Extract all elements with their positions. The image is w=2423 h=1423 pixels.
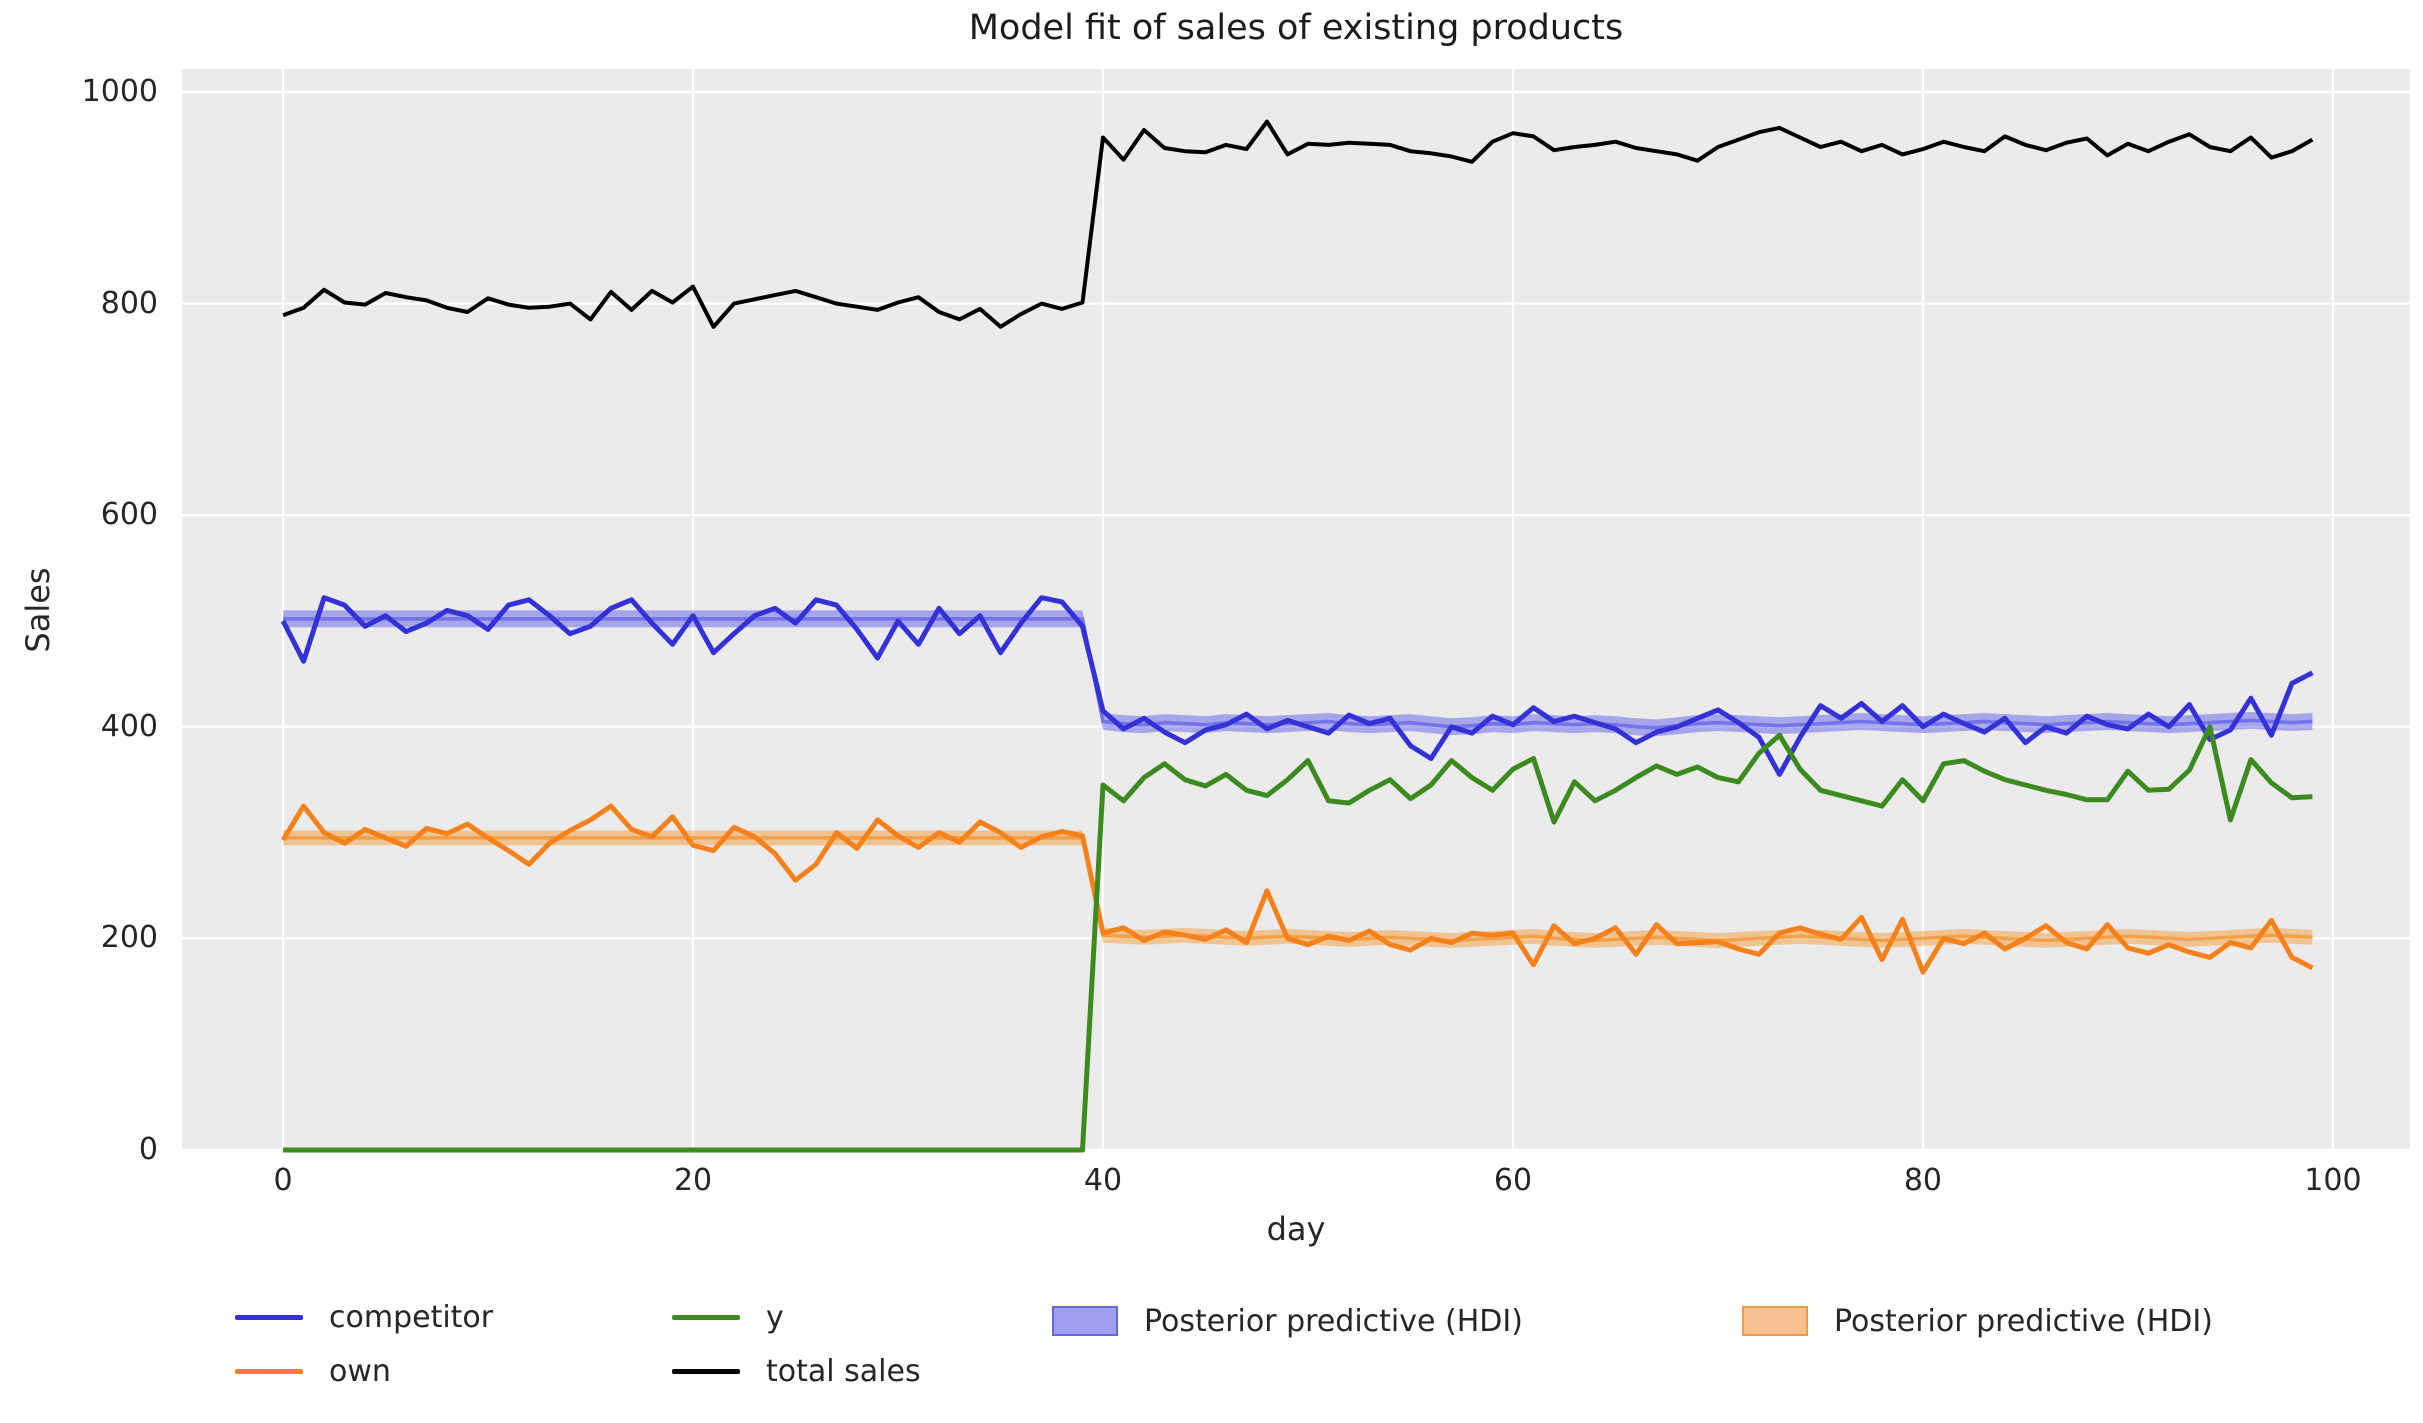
legend-item-total-sales: total sales	[672, 1351, 921, 1391]
series-total-sales-line	[282, 119, 2314, 329]
posterior-predictive-hdi-competitor-mean-line	[283, 617, 2313, 730]
legend-item-posterior-predictive-hdi-: Posterior predictive (HDI)	[1742, 1301, 2213, 1341]
legend-line-sample	[672, 1368, 740, 1374]
legend-line-sample	[235, 1368, 303, 1374]
legend-label: competitor	[329, 1299, 494, 1335]
y-tick-label: 800	[100, 285, 158, 321]
legend-label: Posterior predictive (HDI)	[1834, 1303, 2213, 1339]
y-tick-label: 0	[138, 1132, 158, 1167]
y-axis-label: Sales	[19, 567, 57, 653]
y-tick-label: 600	[100, 497, 158, 533]
x-tick-label: 60	[1493, 1163, 1533, 1198]
legend-item-competitor: competitor	[235, 1297, 493, 1337]
series-own-line	[280, 803, 2314, 975]
plot-svg	[182, 69, 2410, 1153]
legend-item-own: own	[235, 1351, 391, 1391]
legend-label: own	[329, 1353, 391, 1389]
y-tick-label: 200	[100, 920, 158, 956]
posterior-predictive-hdi-own-mean-line	[283, 836, 2313, 943]
legend-item-posterior-predictive-hdi-: Posterior predictive (HDI)	[1052, 1301, 1523, 1341]
y-tick-label: 400	[100, 708, 158, 744]
series-competitor-line	[280, 595, 2314, 777]
posterior-predictive-hdi-own-band	[283, 830, 2313, 948]
x-tick-label: 0	[273, 1163, 293, 1198]
x-tick-label: 80	[1903, 1163, 1943, 1198]
x-tick-label: 20	[673, 1163, 713, 1198]
x-axis-label: day	[1266, 1210, 1326, 1248]
legend-patch-sample	[1742, 1306, 1808, 1336]
y-tick-label: 1000	[81, 73, 158, 109]
x-tick-label: 100	[2304, 1163, 2362, 1198]
legend-label: total sales	[766, 1353, 921, 1389]
x-tick-label: 40	[1083, 1163, 1123, 1198]
plot-area	[182, 69, 2410, 1153]
series-y-line	[283, 724, 2313, 1153]
legend-line-sample	[672, 1314, 740, 1320]
chart-title: Model fit of sales of existing products	[968, 8, 1624, 48]
legend-line-sample	[235, 1314, 303, 1320]
legend-label: y	[766, 1299, 784, 1335]
legend-item-y: y	[672, 1297, 784, 1337]
legend-label: Posterior predictive (HDI)	[1144, 1303, 1523, 1339]
legend-patch-sample	[1052, 1306, 1118, 1336]
